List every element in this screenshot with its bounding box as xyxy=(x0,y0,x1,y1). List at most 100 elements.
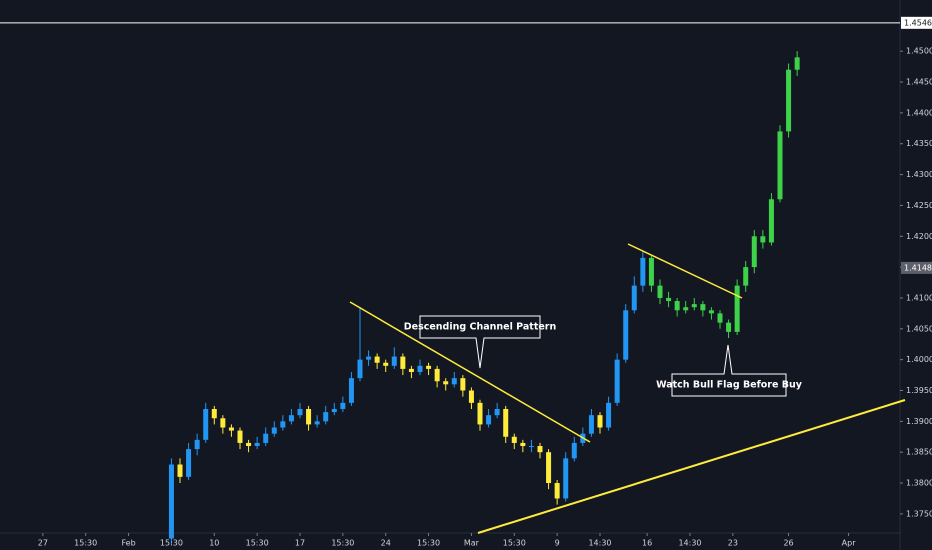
candle-body xyxy=(434,368,440,382)
y-tick-label: 1.40500 xyxy=(906,324,932,333)
y-tick-label: 1.44000 xyxy=(906,108,932,117)
candle-body xyxy=(203,409,209,440)
candle-body xyxy=(280,421,286,428)
x-tick-label: 26 xyxy=(783,539,793,548)
candle-body xyxy=(777,131,783,200)
y-tick-label: 1.43000 xyxy=(906,170,932,179)
candle-body xyxy=(186,449,192,477)
candle-body xyxy=(314,421,320,425)
price-label: 1.41488 xyxy=(904,263,932,272)
candle-body xyxy=(211,409,217,419)
candle-body xyxy=(554,483,560,499)
candle-body xyxy=(237,430,243,443)
annotation: Descending Channel Pattern xyxy=(404,322,557,333)
candle-body xyxy=(726,322,732,332)
candle-body xyxy=(648,257,654,286)
candle-body xyxy=(383,362,389,366)
y-tick-label: 1.39500 xyxy=(906,386,932,395)
candle-body xyxy=(786,69,792,132)
price-label-box xyxy=(901,16,932,29)
candle-body xyxy=(426,365,432,369)
candle-body xyxy=(563,458,569,499)
candle-body xyxy=(691,304,697,308)
candle-body xyxy=(443,381,449,385)
callout-box xyxy=(671,344,787,397)
candle-body xyxy=(717,313,723,323)
candle-body xyxy=(254,442,260,447)
candle-body xyxy=(177,464,183,477)
candle-body xyxy=(528,446,534,448)
candle-body xyxy=(666,297,672,302)
x-tick-label: 15:30 xyxy=(74,539,97,548)
candle-body xyxy=(271,427,277,434)
x-tick-label: 27 xyxy=(38,539,48,548)
candle-body xyxy=(486,415,492,425)
candle-body xyxy=(348,378,354,403)
candle-body xyxy=(391,356,397,366)
candle-body xyxy=(400,356,406,369)
candle-body xyxy=(306,409,312,425)
candle-body xyxy=(357,359,363,379)
candle-body xyxy=(623,310,629,360)
y-tick-label: 1.42500 xyxy=(906,201,932,210)
candle-body xyxy=(331,409,337,413)
x-tick-label: Apr xyxy=(842,539,857,548)
trend-line xyxy=(627,243,743,299)
candle-body xyxy=(546,452,552,484)
x-tick-label: 10 xyxy=(209,539,219,548)
candle-body xyxy=(631,285,637,311)
y-tick-label: 1.42000 xyxy=(906,232,932,241)
candle-body xyxy=(417,365,423,372)
y-tick-label: 1.37500 xyxy=(906,509,932,518)
trend-line xyxy=(477,399,906,534)
x-tick-label: 14:30 xyxy=(588,539,611,548)
candle-body xyxy=(408,368,414,372)
candle-body xyxy=(657,285,663,298)
candle-body xyxy=(708,310,714,314)
candle-body xyxy=(537,446,543,453)
candle-body xyxy=(768,199,774,243)
x-tick-label: Mar xyxy=(464,539,480,548)
candle-body xyxy=(477,402,483,425)
x-tick-label: 17 xyxy=(295,539,305,548)
candle-body xyxy=(640,257,646,286)
candle-body xyxy=(606,402,612,428)
candle-body xyxy=(374,356,380,363)
y-tick-label: 1.38000 xyxy=(906,479,932,488)
y-tick-label: 1.39000 xyxy=(906,417,932,426)
annotation: Watch Bull Flag Before Buy xyxy=(656,380,803,391)
candle-body xyxy=(683,307,689,311)
candle-body xyxy=(614,359,620,403)
y-tick-label: 1.44500 xyxy=(906,78,932,87)
candle-body xyxy=(760,236,766,243)
candle-body xyxy=(571,442,577,459)
candle-body xyxy=(597,415,603,428)
candle-body xyxy=(468,390,474,403)
candle-body xyxy=(511,436,517,443)
x-tick-label: 24 xyxy=(381,539,391,548)
candle-body xyxy=(220,418,226,428)
trend-line xyxy=(349,301,591,443)
candle-body xyxy=(494,409,500,416)
price-label-box xyxy=(901,261,932,274)
price-label: 1.45460 xyxy=(904,18,932,27)
candle-body xyxy=(743,267,749,286)
y-tick-label: 1.38500 xyxy=(906,448,932,457)
candle-body xyxy=(588,415,594,434)
candle-body xyxy=(246,442,252,447)
x-tick-label: 15:30 xyxy=(331,539,354,548)
x-tick-label: 15:30 xyxy=(246,539,269,548)
x-tick-label: 15:30 xyxy=(417,539,440,548)
candle-body xyxy=(520,442,526,447)
y-tick-label: 1.40000 xyxy=(906,355,932,364)
candle-body xyxy=(228,427,234,431)
y-tick-label: 1.41000 xyxy=(906,293,932,302)
candle-body xyxy=(794,57,800,70)
x-tick-label: 15:30 xyxy=(160,539,183,548)
candle-body xyxy=(366,356,372,360)
x-tick-label: 15:30 xyxy=(503,539,526,548)
candle-body xyxy=(168,464,174,539)
